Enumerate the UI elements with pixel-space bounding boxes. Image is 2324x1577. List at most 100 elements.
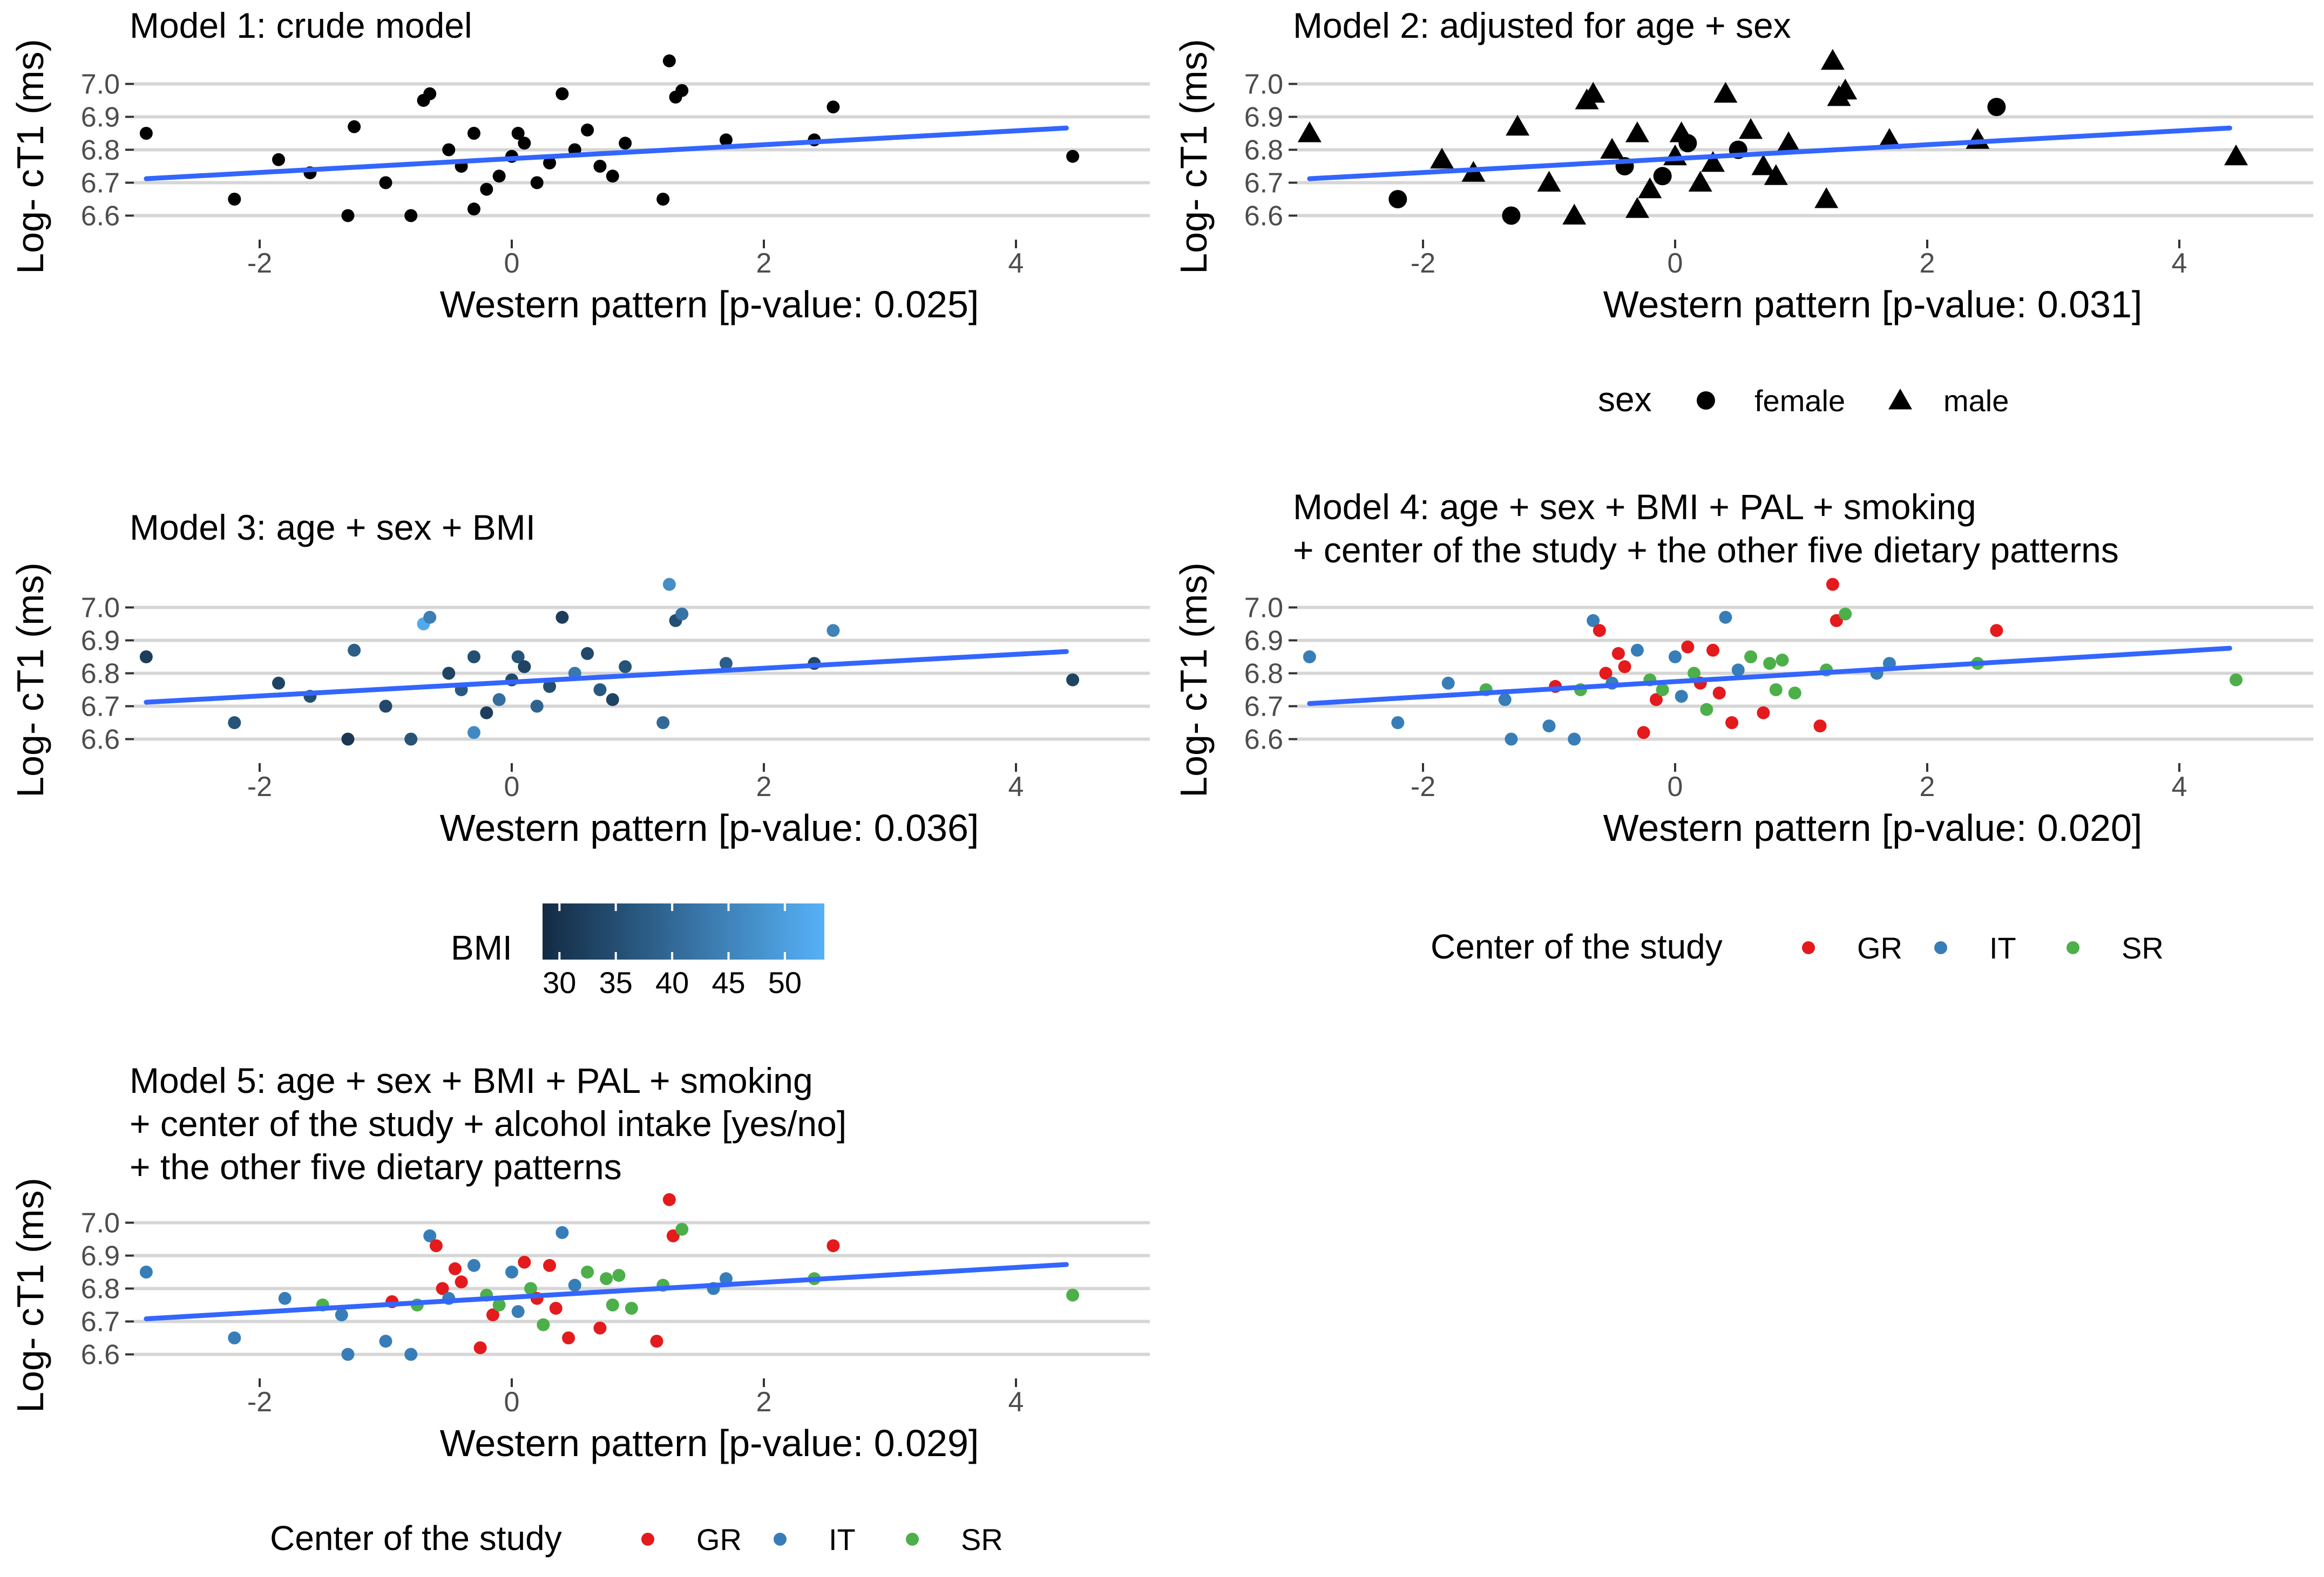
- data-point-gr: [1611, 647, 1625, 660]
- data-point-gr: [1826, 577, 1839, 591]
- data-point-female: [1388, 190, 1407, 208]
- regression-line: [144, 125, 1069, 181]
- data-point-it: [341, 1348, 355, 1361]
- colorbar-tick-label: 30: [543, 966, 576, 1000]
- legend-key-gr: [641, 1533, 654, 1546]
- data-point: [348, 643, 361, 657]
- data-point: [404, 209, 418, 222]
- data-point: [555, 610, 569, 624]
- panel-title-line: Model 2: adjusted for age + sex: [1293, 5, 1791, 45]
- legend-label: SR: [961, 1522, 1003, 1556]
- data-point-gr: [1649, 693, 1663, 706]
- data-point-gr: [436, 1282, 449, 1295]
- data-point: [423, 610, 437, 624]
- x-tick-label: 0: [504, 771, 520, 803]
- legend-title: sex: [1598, 380, 1652, 419]
- panel-model-2: Model 2: adjusted for age + sex 6.66.76.8…: [1173, 5, 2313, 419]
- data-point-gr: [1637, 726, 1650, 739]
- data-point-gr: [1757, 706, 1770, 719]
- data-point: [480, 706, 493, 719]
- data-point-gr: [1725, 716, 1739, 729]
- data-point: [826, 100, 840, 114]
- panel-model-3: Model 3: age + sex + BMI 6.66.76.86.97.0 -…: [9, 507, 1150, 1000]
- data-point-sr: [1656, 683, 1669, 696]
- colorbar-title: BMI: [451, 928, 512, 967]
- data-point: [348, 120, 361, 133]
- data-point: [228, 716, 241, 729]
- data-point-it: [1568, 732, 1581, 746]
- data-point-it: [278, 1291, 292, 1305]
- y-tick-label: 6.6: [1244, 724, 1283, 756]
- data-point-sr: [1769, 683, 1783, 696]
- legend-title: Center of the study: [1431, 927, 1723, 966]
- data-point-sr: [1744, 650, 1758, 663]
- data-point: [719, 133, 733, 147]
- x-tick-label: 2: [1920, 248, 1935, 279]
- legend: BMI 30 35 40 45 50: [451, 903, 824, 1000]
- data-point-gr: [448, 1262, 462, 1275]
- data-point-male: [1820, 49, 1845, 70]
- data-point-gr: [666, 1229, 680, 1242]
- legend-key-female: [1697, 391, 1715, 410]
- data-points: [1303, 577, 2243, 746]
- y-tick-label: 6.9: [81, 1241, 120, 1272]
- regression-line: [1307, 645, 2232, 706]
- panel-title-line: Model 4: age + sex + BMI + PAL + smoking: [1293, 487, 1976, 527]
- data-point-male: [1777, 131, 1801, 152]
- y-tick-label: 6.6: [81, 201, 120, 232]
- data-point-gr: [1599, 667, 1612, 680]
- x-tick-label: -2: [1411, 771, 1435, 803]
- legend-key-sr: [2066, 941, 2079, 954]
- data-point-sr: [524, 1282, 538, 1295]
- legend-label: female: [1754, 384, 1845, 418]
- data-point-sr: [492, 1299, 506, 1311]
- data-point-sr: [625, 1302, 638, 1315]
- legend-key-it: [774, 1533, 787, 1546]
- y-tick-label: 6.8: [1244, 658, 1283, 690]
- y-tick-label: 6.8: [81, 658, 120, 690]
- regression-line: [144, 649, 1069, 705]
- legend-label: male: [1943, 384, 2009, 418]
- x-tick-label: 4: [1008, 771, 1024, 803]
- data-point-male: [1297, 121, 1322, 142]
- y-axis-title: Log- cT1 (ms): [1173, 562, 1215, 798]
- data-point-it: [335, 1308, 348, 1322]
- y-axis-title: Log- cT1 (ms): [9, 562, 51, 798]
- data-point-it: [719, 1272, 733, 1286]
- data-point: [511, 650, 525, 663]
- y-tick-label: 7.0: [81, 593, 120, 624]
- panel-title-line: + center of the study + the other five d…: [1293, 530, 2119, 570]
- data-point-male: [1966, 128, 1990, 149]
- panel-title-line: Model 5: age + sex + BMI + PAL + smoking: [130, 1061, 813, 1100]
- x-tick-label: 0: [504, 1386, 520, 1418]
- colorbar-tick-label: 35: [599, 966, 633, 1000]
- y-tick-label: 6.9: [81, 626, 120, 657]
- data-point-it: [1630, 643, 1644, 657]
- x-axis-title: Western pattern [p-value: 0.020]: [1603, 807, 2143, 849]
- x-tick-label: 4: [2172, 771, 2187, 803]
- data-point: [675, 84, 689, 97]
- data-point-gr: [473, 1341, 487, 1355]
- data-point: [662, 54, 676, 67]
- data-point-male: [1430, 147, 1454, 169]
- data-point: [467, 650, 480, 663]
- data-point: [719, 657, 733, 670]
- data-point-male: [1625, 197, 1649, 218]
- data-point-it: [423, 1229, 437, 1242]
- y-tick-label: 6.8: [1244, 135, 1283, 166]
- legend: Center of the study GR IT SR: [270, 1519, 1003, 1558]
- y-tick-label: 7.0: [81, 69, 120, 100]
- panel-model-5: Model 5: age + sex + BMI + PAL + smoking…: [9, 1061, 1150, 1558]
- data-point-sr: [1066, 1288, 1080, 1302]
- x-tick-label: 2: [1920, 771, 1935, 803]
- data-point-sr: [600, 1272, 613, 1286]
- regression-line: [144, 1262, 1069, 1322]
- x-axis-title: Western pattern [p-value: 0.031]: [1603, 283, 2143, 325]
- colorbar-tick-label: 45: [712, 966, 745, 1000]
- data-point-male: [1537, 171, 1561, 192]
- data-point-sr: [1788, 686, 1801, 700]
- data-point-gr: [593, 1321, 607, 1335]
- data-point: [543, 679, 557, 693]
